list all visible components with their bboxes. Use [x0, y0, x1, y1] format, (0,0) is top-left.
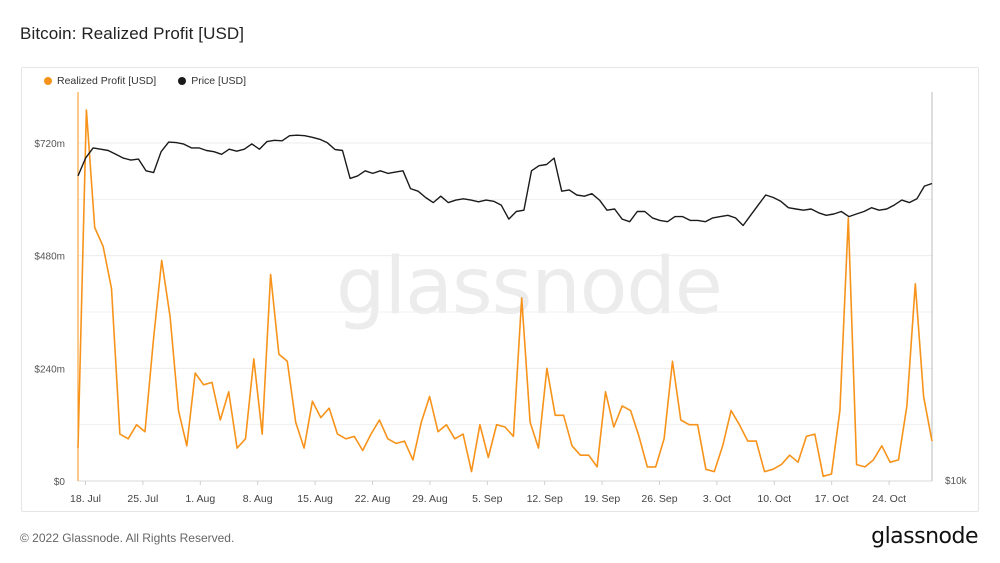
x-tick-label: 24. Oct — [872, 493, 906, 505]
price-series-line[interactable] — [77, 134, 933, 227]
y-tick-label: $480m — [34, 252, 65, 263]
chart-title: Bitcoin: Realized Profit [USD] — [20, 24, 245, 43]
x-tick-label: 1. Aug — [185, 493, 215, 505]
x-tick-label: 12. Sep — [527, 493, 563, 505]
chart-legend: Realized Profit [USD] Price [USD] — [44, 75, 246, 87]
x-tick-label: 17. Oct — [815, 493, 849, 505]
x-tick-label: 8. Aug — [243, 493, 273, 505]
legend-item-price[interactable]: Price [USD] — [178, 75, 246, 87]
legend-label-realized-profit: Realized Profit [USD] — [57, 75, 157, 87]
x-tick-label: 5. Sep — [472, 493, 503, 505]
copyright-footer: © 2022 Glassnode. All Rights Reserved. — [20, 531, 235, 545]
legend-marker-price — [178, 77, 187, 85]
chart-panel — [21, 67, 979, 512]
y-tick-label: $720m — [34, 139, 65, 150]
x-tick-label: 18. Jul — [70, 493, 101, 505]
y2-tick-label: $10k — [945, 476, 968, 487]
legend-label-price: Price [USD] — [191, 75, 247, 87]
realized-profit-series-line[interactable] — [77, 109, 933, 478]
x-tick-label: 26. Sep — [641, 493, 677, 505]
x-tick-label: 15. Aug — [297, 493, 333, 505]
legend-marker-realized-profit — [44, 77, 52, 85]
glassnode-logo[interactable]: glassnode — [871, 524, 978, 549]
x-tick-label: 19. Sep — [584, 493, 620, 505]
legend-item-realized-profit[interactable]: Realized Profit [USD] — [44, 75, 156, 87]
x-tick-label: 29. Aug — [412, 493, 448, 505]
x-tick-label: 3. Oct — [703, 493, 731, 505]
x-tick-label: 22. Aug — [355, 493, 391, 505]
y-tick-label: $240m — [34, 364, 65, 375]
watermark-logo: glassnode — [336, 242, 723, 332]
x-tick-label: 25. Jul — [127, 493, 158, 505]
x-tick-label: 10. Oct — [757, 493, 791, 505]
y-tick-label: $0 — [54, 477, 66, 488]
